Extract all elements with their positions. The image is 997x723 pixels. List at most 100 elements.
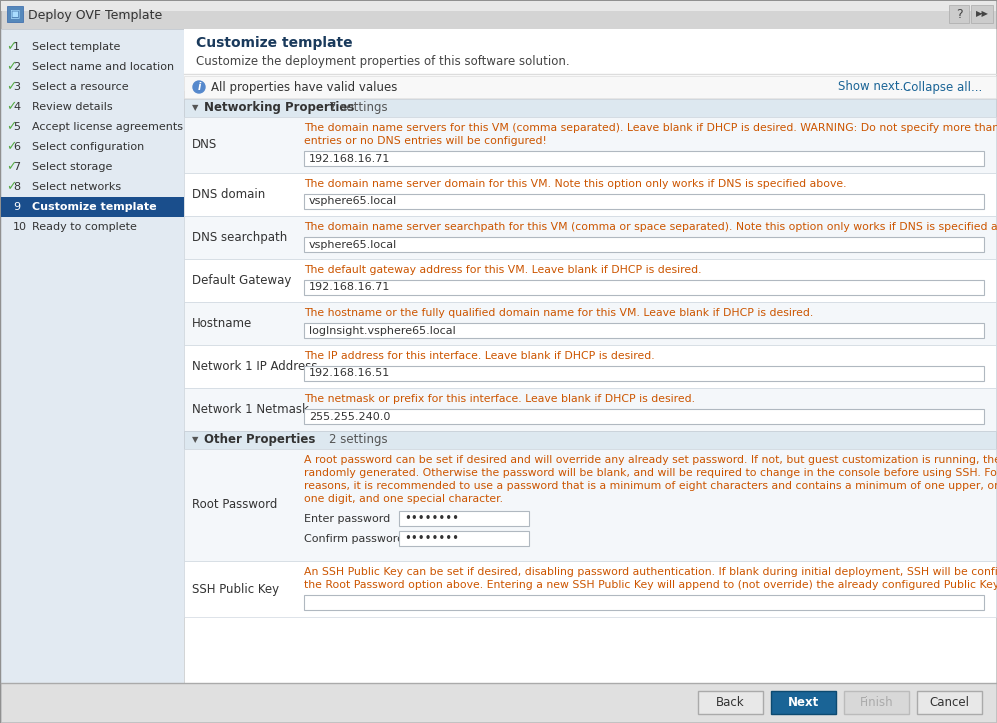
Text: 2 settings: 2 settings [329, 434, 388, 447]
Text: The IP address for this interface. Leave blank if DHCP is desired.: The IP address for this interface. Leave… [304, 351, 655, 361]
Bar [399, 511, 529, 526]
Text: A root password can be set if desired and will override any already set password: A root password can be set if desired an… [304, 455, 997, 465]
Text: Ready to complete: Ready to complete [32, 222, 137, 232]
Text: 6: 6 [13, 142, 20, 152]
Text: The domain name servers for this VM (comma separated). Leave blank if DHCP is de: The domain name servers for this VM (com… [304, 123, 997, 133]
Text: ✓: ✓ [6, 181, 17, 194]
Bar [184, 117, 996, 173]
Text: All properties have valid values: All properties have valid values [211, 80, 398, 93]
Text: 192.168.16.71: 192.168.16.71 [309, 153, 391, 163]
Text: 3: 3 [13, 82, 20, 92]
Text: Review details: Review details [32, 102, 113, 112]
Text: Select a resource: Select a resource [32, 82, 129, 92]
Text: 10: 10 [13, 222, 27, 232]
Bar [184, 216, 996, 259]
Bar [184, 99, 996, 117]
Bar [184, 76, 996, 98]
Text: Customize template: Customize template [32, 202, 157, 212]
Text: 7: 7 [13, 162, 20, 172]
Text: 7 settings: 7 settings [329, 101, 388, 114]
Bar [304, 280, 984, 295]
Text: 255.255.240.0: 255.255.240.0 [309, 411, 391, 422]
Bar [1, 197, 184, 217]
Text: DNS searchpath: DNS searchpath [192, 231, 287, 244]
Text: DNS domain: DNS domain [192, 188, 265, 201]
Text: Deploy OVF Template: Deploy OVF Template [28, 9, 163, 22]
Text: randomly generated. Otherwise the password will be blank, and will be required t: randomly generated. Otherwise the passwo… [304, 468, 997, 478]
Bar [304, 323, 984, 338]
Text: Select name and location: Select name and location [32, 62, 174, 72]
Bar [7, 6, 23, 22]
Text: 4: 4 [13, 102, 20, 112]
Text: ▶▶: ▶▶ [975, 9, 988, 19]
Text: ▣: ▣ [10, 9, 20, 19]
Text: The hostname or the fully qualified domain name for this VM. Leave blank if DHCP: The hostname or the fully qualified doma… [304, 308, 814, 318]
Text: entries or no DNS entries will be configured!: entries or no DNS entries will be config… [304, 136, 546, 146]
Bar [304, 595, 984, 610]
Text: Other Properties: Other Properties [204, 434, 315, 447]
Text: 1: 1 [13, 42, 20, 52]
Text: ▼: ▼ [192, 103, 198, 113]
Bar [304, 409, 984, 424]
Text: Select storage: Select storage [32, 162, 113, 172]
Text: Confirm password: Confirm password [304, 534, 404, 544]
Bar [1, 1, 996, 29]
Text: vsphere65.local: vsphere65.local [309, 197, 397, 207]
Text: 2: 2 [13, 62, 20, 72]
Text: ✓: ✓ [6, 100, 17, 114]
Bar [184, 29, 996, 722]
Text: ▼: ▼ [192, 435, 198, 445]
Text: ✓: ✓ [6, 161, 17, 174]
Bar [184, 431, 996, 449]
Bar [184, 259, 996, 302]
Text: Accept license agreements: Accept license agreements [32, 122, 183, 132]
Text: Collapse all...: Collapse all... [903, 80, 982, 93]
Text: logInsight.vsphere65.local: logInsight.vsphere65.local [309, 325, 456, 335]
Bar [184, 388, 996, 431]
Text: Customize the deployment properties of this software solution.: Customize the deployment properties of t… [196, 54, 569, 67]
Bar [184, 29, 996, 91]
Text: ••••••••: •••••••• [404, 532, 459, 545]
Text: Root Password: Root Password [192, 498, 277, 511]
Text: reasons, it is recommended to use a password that is a minimum of eight characte: reasons, it is recommended to use a pass… [304, 481, 997, 491]
Bar [949, 5, 969, 23]
Text: ••••••••: •••••••• [404, 512, 459, 525]
Text: Network 1 IP Address: Network 1 IP Address [192, 360, 317, 373]
Text: Next: Next [788, 696, 820, 709]
Text: 5: 5 [13, 122, 20, 132]
Bar [304, 194, 984, 209]
Text: Select configuration: Select configuration [32, 142, 145, 152]
Text: vsphere65.local: vsphere65.local [309, 239, 397, 249]
Text: Cancel: Cancel [929, 696, 969, 709]
Text: The domain name server domain for this VM. Note this option only works if DNS is: The domain name server domain for this V… [304, 179, 846, 189]
Bar [399, 531, 529, 546]
Text: one digit, and one special character.: one digit, and one special character. [304, 494, 503, 504]
Text: Select networks: Select networks [32, 182, 121, 192]
Bar [917, 691, 982, 714]
Circle shape [193, 81, 205, 93]
Text: ✓: ✓ [6, 140, 17, 153]
Text: Show next...: Show next... [838, 80, 911, 93]
Text: An SSH Public Key can be set if desired, disabling password authentication. If b: An SSH Public Key can be set if desired,… [304, 567, 997, 577]
Text: The default gateway address for this VM. Leave blank if DHCP is desired.: The default gateway address for this VM.… [304, 265, 702, 275]
Text: Customize template: Customize template [196, 36, 353, 50]
Bar [304, 151, 984, 166]
Text: Network 1 Netmask: Network 1 Netmask [192, 403, 309, 416]
Bar [184, 449, 996, 561]
Bar [771, 691, 836, 714]
Bar [184, 345, 996, 388]
Text: ?: ? [956, 7, 962, 20]
Bar [971, 5, 993, 23]
Text: 192.168.16.71: 192.168.16.71 [309, 283, 391, 293]
Text: Finish: Finish [859, 696, 893, 709]
Text: SSH Public Key: SSH Public Key [192, 583, 279, 596]
Bar [844, 691, 909, 714]
Bar [184, 561, 996, 617]
Bar [698, 691, 763, 714]
Text: Select template: Select template [32, 42, 121, 52]
Bar [304, 366, 984, 381]
Text: ✓: ✓ [6, 61, 17, 74]
Bar [1, 1, 996, 11]
Text: ✓: ✓ [6, 121, 17, 134]
Text: The domain name server searchpath for this VM (comma or space separated). Note t: The domain name server searchpath for th… [304, 222, 997, 232]
